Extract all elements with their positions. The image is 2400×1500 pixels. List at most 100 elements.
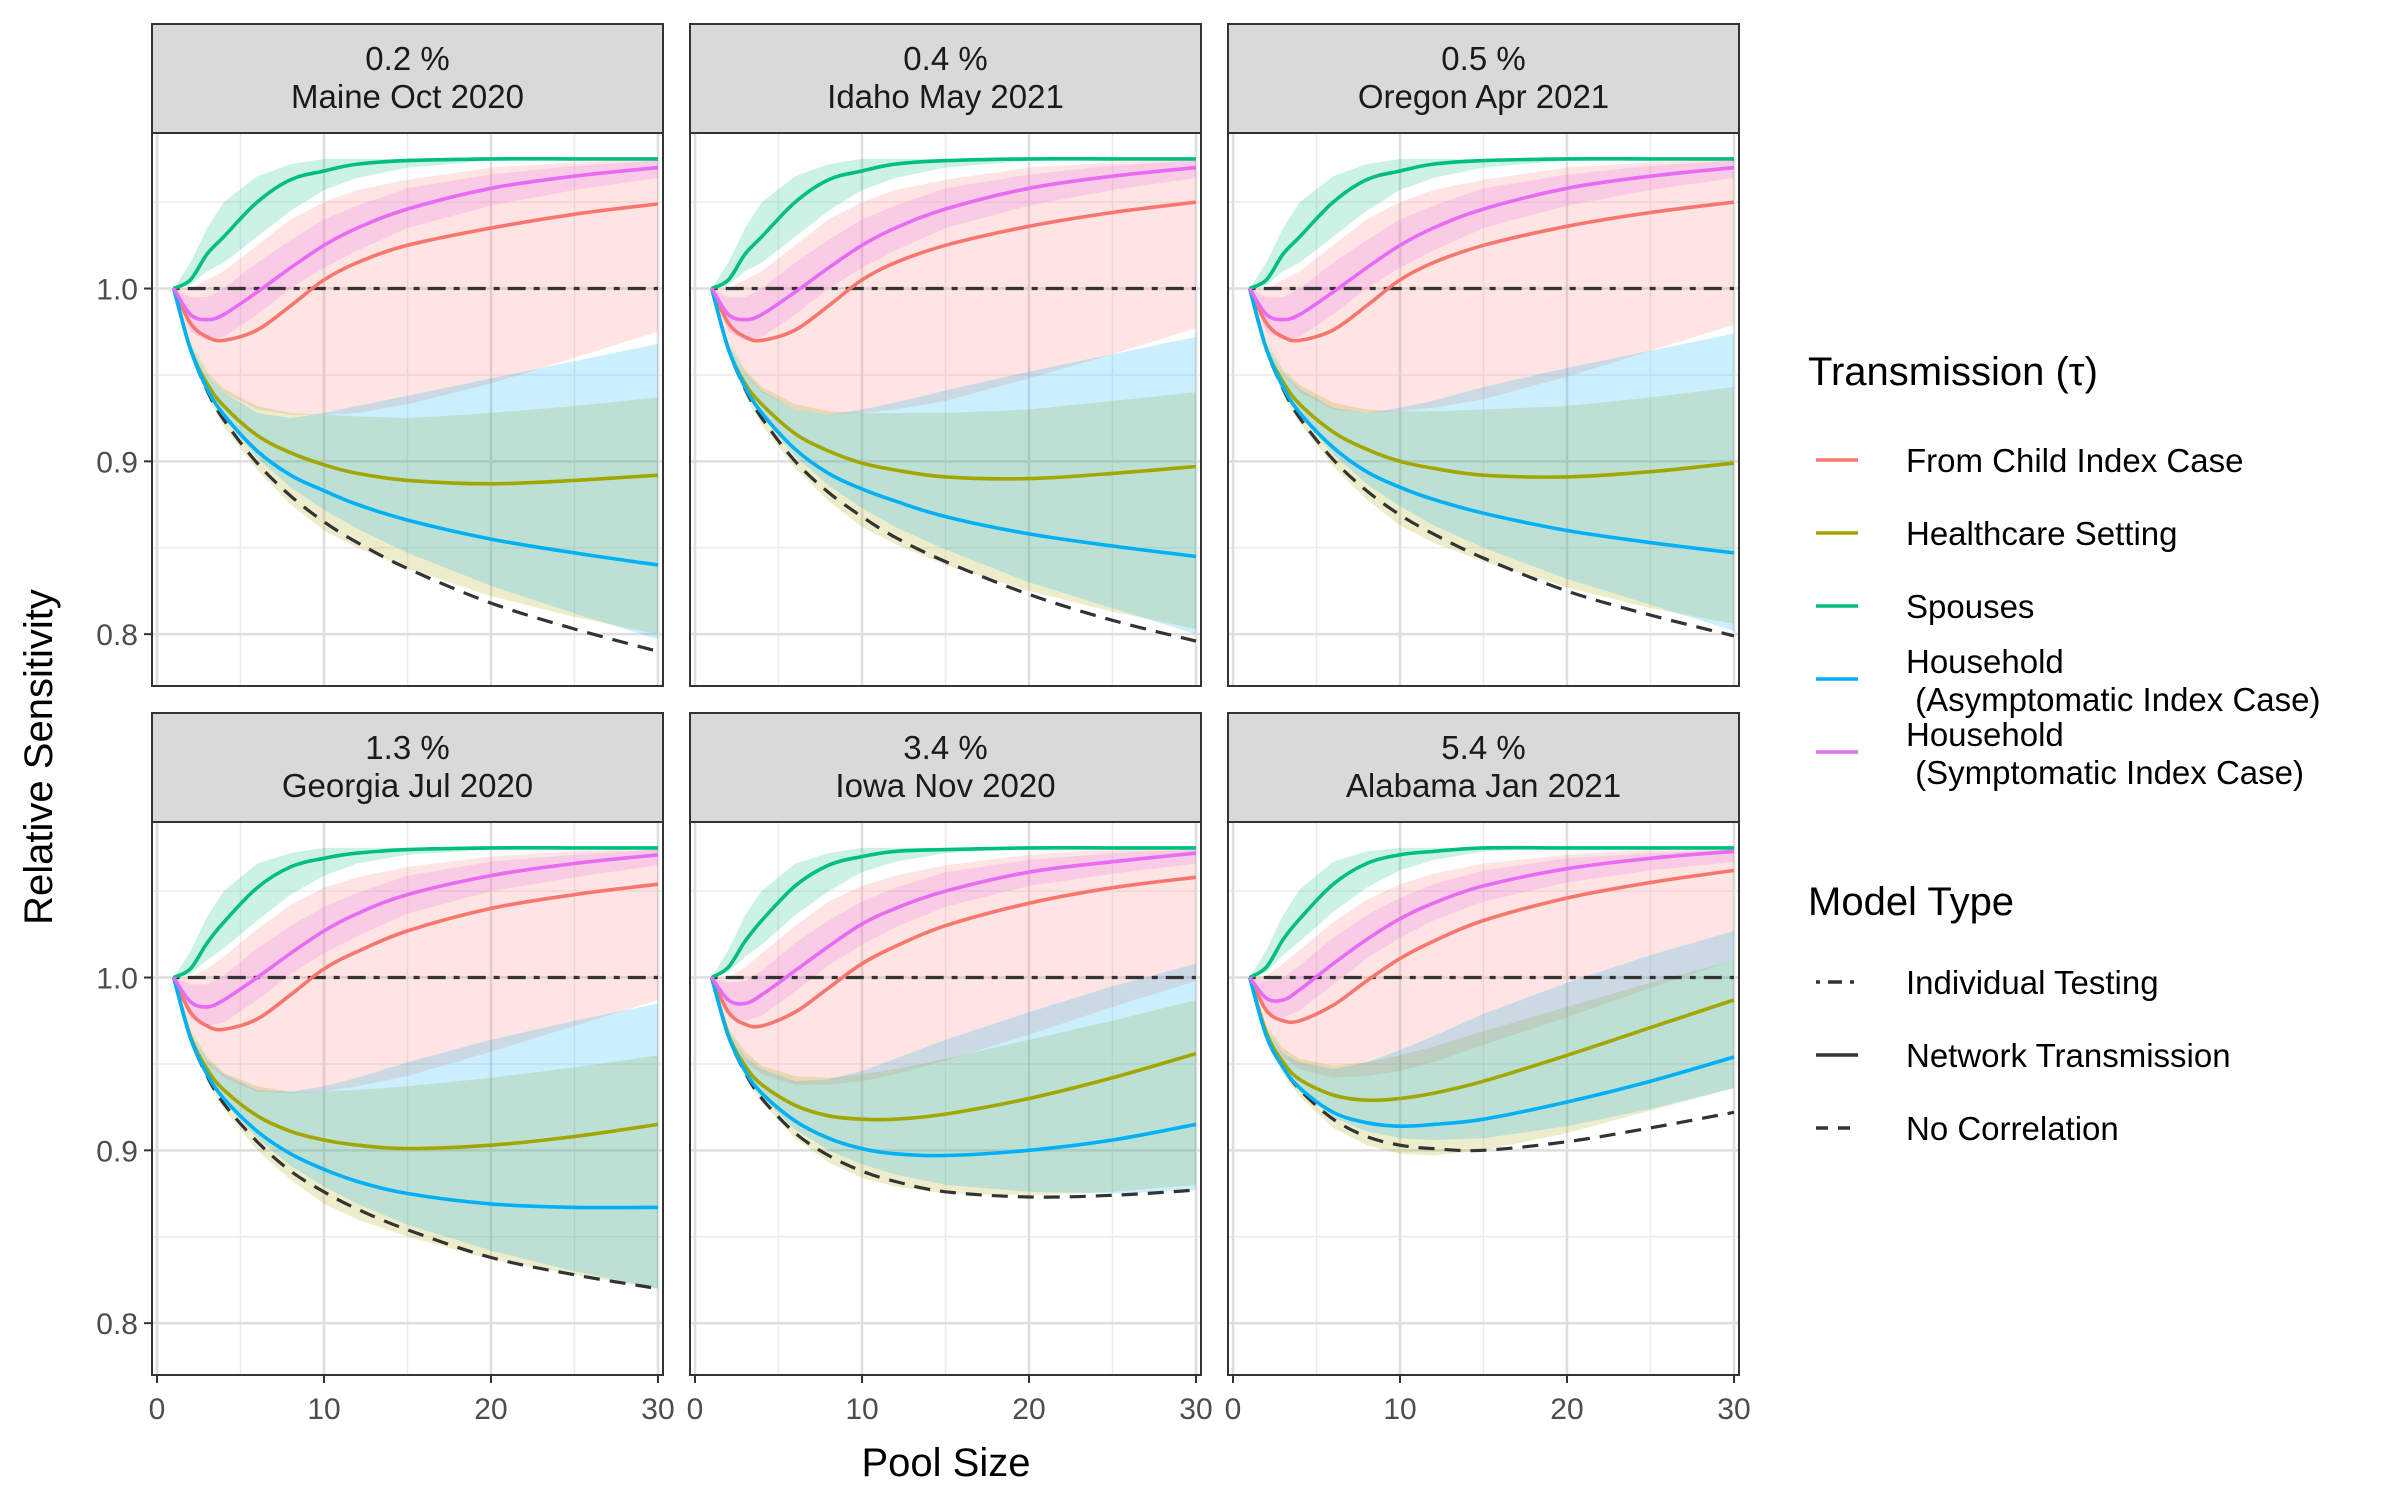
ribbon-household-symptomatic-index-case xyxy=(173,849,658,1026)
ribbon-household-asymptomatic-index-case xyxy=(173,288,658,640)
ribbon-from-child-index-case xyxy=(173,158,658,415)
ribbon-household-asymptomatic-index-case xyxy=(711,963,1196,1194)
panel-strip xyxy=(1227,712,1740,823)
panel-strip xyxy=(689,712,1202,823)
series-line-healthcare-setting xyxy=(1247,288,1735,479)
series-line-no-correlation xyxy=(1248,977,1735,1153)
strip-label: 0.5 % xyxy=(1441,40,1525,77)
y-tick-label: 0.9 xyxy=(96,446,138,479)
ribbon-household-symptomatic-index-case xyxy=(173,160,658,341)
ribbon-household-asymptomatic-index-case xyxy=(711,288,1196,635)
legend-label: Healthcare Setting xyxy=(1906,515,2178,552)
x-axis-title: Pool Size xyxy=(862,1441,1031,1485)
x-tick-label: 0 xyxy=(1225,1393,1242,1426)
ribbon-spouses xyxy=(1249,158,1734,289)
strip-label: Oregon Apr 2021 xyxy=(1358,78,1609,115)
series-line-household-asymptomatic-index-case xyxy=(171,288,659,567)
series-line-spouses xyxy=(710,845,1196,980)
legend-label: (Asymptomatic Index Case) xyxy=(1906,681,2320,718)
series-line-from-child-index-case xyxy=(172,882,659,1032)
y-tick-label: 1.0 xyxy=(96,274,138,307)
ribbon-household-asymptomatic-index-case xyxy=(1249,288,1734,631)
panels: 0.2 %Maine Oct 2020 0.8 0.9 1.0 0.4 %Idaho M… xyxy=(96,23,1751,1426)
plot-area xyxy=(709,845,1197,1199)
strip-label: Maine Oct 2020 xyxy=(291,78,524,115)
panel-3: 0.5 %Oregon Apr 2021 xyxy=(1227,23,1740,687)
plot-area xyxy=(171,156,659,653)
series-line-household-asymptomatic-index-case xyxy=(709,977,1197,1158)
y-tick-label: 0.8 xyxy=(96,1308,138,1341)
panel-6: 5.4 %Alabama Jan 2021 0 10 20 30 xyxy=(1225,712,1751,1426)
strip-label: 0.4 % xyxy=(903,40,987,77)
legend-label: (Symptomatic Index Case) xyxy=(1906,754,2304,791)
legend: Transmission (τ) From Child Index Case Hea… xyxy=(1808,350,2320,1147)
series-line-household-symptomatic-index-case xyxy=(710,851,1197,1006)
series-line-spouses xyxy=(710,156,1196,291)
ribbon-household-symptomatic-index-case xyxy=(711,849,1196,1021)
legend-label: No Correlation xyxy=(1906,1110,2119,1147)
panel-5: 3.4 %Iowa Nov 2020 0 10 20 30 xyxy=(687,712,1213,1426)
ribbon-from-child-index-case xyxy=(711,158,1196,415)
legend-label: Household xyxy=(1906,716,2064,753)
plot-area xyxy=(1247,156,1735,638)
series-line-household-symptomatic-index-case xyxy=(710,165,1197,322)
panel-4: 1.3 %Georgia Jul 2020 0.8 0.9 1.0 0 10 20 30 xyxy=(96,712,675,1426)
ribbon-household-asymptomatic-index-case xyxy=(1249,930,1734,1140)
panel-2: 0.4 %Idaho May 2021 xyxy=(689,23,1202,687)
y-axis-title: Relative Sensitivity xyxy=(17,589,61,925)
series-line-household-asymptomatic-index-case xyxy=(1247,977,1735,1129)
panel-border xyxy=(151,132,664,687)
series-line-household-asymptomatic-index-case xyxy=(1247,288,1735,555)
panel-border xyxy=(1227,132,1740,687)
x-tick-label: 10 xyxy=(307,1393,340,1426)
strip-label: 1.3 % xyxy=(365,729,449,766)
series-line-healthcare-setting xyxy=(171,977,659,1151)
strip-label: Alabama Jan 2021 xyxy=(1346,767,1621,804)
legend-model-type: Model Type Individual Testing Network Tran… xyxy=(1808,880,2231,1147)
plot-area xyxy=(1247,845,1735,1156)
ribbon-spouses xyxy=(173,847,658,978)
ribbon-household-symptomatic-index-case xyxy=(1249,160,1734,341)
panel-1: 0.2 %Maine Oct 2020 0.8 0.9 1.0 xyxy=(96,23,664,687)
panel-strip xyxy=(689,23,1202,134)
strip-label: 0.2 % xyxy=(365,40,449,77)
series-line-household-asymptomatic-index-case xyxy=(171,977,659,1210)
ribbon-spouses xyxy=(711,158,1196,289)
ribbon-spouses xyxy=(173,158,658,289)
ribbon-household-symptomatic-index-case xyxy=(711,160,1196,341)
plot-area xyxy=(709,156,1197,643)
plot-area xyxy=(171,845,659,1291)
ribbon-healthcare-setting xyxy=(711,288,1196,629)
series-line-from-child-index-case xyxy=(1248,200,1735,343)
strip-label: Iowa Nov 2020 xyxy=(835,767,1055,804)
strip-label: 5.4 % xyxy=(1441,729,1525,766)
series-line-spouses xyxy=(172,156,658,291)
ribbon-household-asymptomatic-index-case xyxy=(173,977,658,1289)
ribbon-from-child-index-case xyxy=(1249,847,1734,1078)
x-tick-label: 30 xyxy=(641,1393,674,1426)
ribbon-from-child-index-case xyxy=(711,847,1196,1085)
panel-border xyxy=(689,132,1202,687)
x-tick-label: 20 xyxy=(474,1393,507,1426)
series-line-household-asymptomatic-index-case xyxy=(709,288,1197,559)
series-line-from-child-index-case xyxy=(710,875,1197,1029)
series-line-healthcare-setting xyxy=(709,976,1197,1122)
strip-label: 3.4 % xyxy=(903,729,987,766)
x-tick-label: 10 xyxy=(845,1393,878,1426)
ribbon-healthcare-setting xyxy=(173,977,658,1289)
legend-label: Network Transmission xyxy=(1906,1037,2231,1074)
panel-strip xyxy=(151,712,664,823)
series-line-from-child-index-case xyxy=(710,200,1197,343)
y-tick-label: 0.8 xyxy=(96,619,138,652)
panel-strip xyxy=(1227,23,1740,134)
y-tick-label: 0.9 xyxy=(96,1135,138,1168)
legend-title: Model Type xyxy=(1808,880,2014,924)
legend-title: Transmission (τ) xyxy=(1808,350,2098,394)
series-line-household-symptomatic-index-case xyxy=(1248,849,1735,1003)
ribbon-healthcare-setting xyxy=(1249,960,1734,1156)
x-tick-label: 10 xyxy=(1383,1393,1416,1426)
strip-label: Idaho May 2021 xyxy=(827,78,1064,115)
ribbon-from-child-index-case xyxy=(173,847,658,1094)
legend-label: From Child Index Case xyxy=(1906,442,2243,479)
